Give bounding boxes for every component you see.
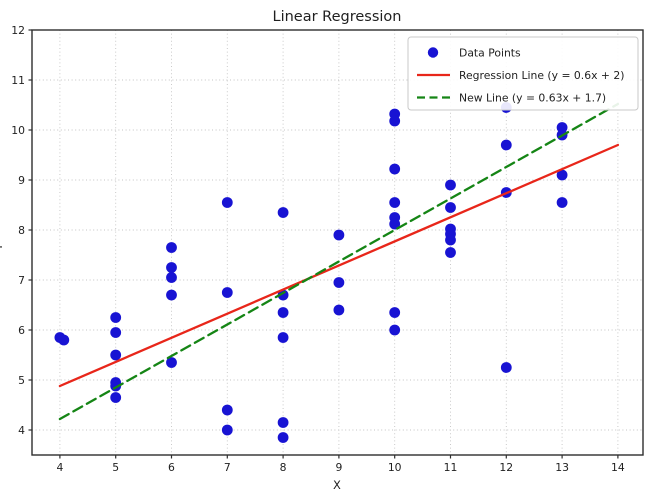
data-point [445,247,456,258]
y-tick-label: 10 [11,124,25,137]
x-tick-label: 9 [335,461,342,474]
data-point [445,234,456,246]
y-tick-label: 6 [18,324,25,337]
y-tick-label: 4 [18,424,25,437]
legend-label: Regression Line (y = 0.6x + 2) [459,69,625,82]
data-point [500,362,512,373]
x-tick-label: 6 [168,461,175,474]
data-point [277,432,289,443]
x-tick-label: 14 [611,461,625,474]
legend: Data Points Regression Line (y = 0.6x + 2… [407,36,639,111]
x-tick-label: 11 [444,461,458,474]
legend-label: New Line (y = 0.63x + 1.7) [459,91,606,104]
data-point [221,424,233,436]
x-axis-label: X [333,478,341,492]
x-tick-label: 7 [224,461,231,474]
data-point [277,417,289,428]
new-line [58,102,620,421]
data-point [389,197,401,208]
x-tick-label: 5 [112,461,119,474]
data-point [277,307,289,318]
axes: 4 5 6 7 8 9 10 11 12 13 14 4 5 6 7 8 9 10 11 12 [11,24,644,474]
data-point [445,179,456,191]
data-point [221,404,233,416]
data-point [166,357,177,368]
data-point [445,202,456,213]
data-point [166,262,177,273]
data-point [556,197,568,208]
y-tick-label: 8 [18,224,25,237]
data-point [166,242,177,253]
chart-title: Linear Regression [273,9,402,25]
x-tick-label: 4 [56,461,63,474]
y-tick-label: 5 [18,374,25,387]
y-axis-label: Y [0,243,5,252]
data-point [389,218,401,230]
data-point [556,169,568,181]
data-point [58,334,70,346]
legend-box [407,36,639,111]
x-tick-label: 13 [555,461,569,474]
data-point [333,229,345,241]
y-tick-label: 9 [18,174,25,187]
data-point [221,287,233,298]
data-point [110,392,122,403]
data-point [500,139,512,151]
y-tick-label: 7 [18,274,25,287]
x-tick-label: 12 [499,461,513,474]
plot-border [31,29,644,456]
data-point [277,289,289,301]
data-point [389,163,401,175]
x-tick-label: 8 [280,461,287,474]
y-tick-label: 11 [11,74,25,87]
data-series [54,102,620,443]
data-point [166,289,177,301]
data-point [110,327,122,338]
data-point [110,312,122,323]
data-point [277,207,289,218]
data-point [221,197,233,208]
regression-line [58,143,620,388]
data-point [333,304,345,316]
data-point [166,272,177,283]
data-point [556,122,568,133]
data-point [110,349,122,361]
y-tick-label: 12 [11,24,25,37]
data-point [389,115,401,127]
legend-label: Data Points [459,46,521,59]
data-point [277,332,289,343]
x-tick-label: 10 [388,461,402,474]
data-point [333,277,345,288]
legend-marker-data-points [427,47,439,58]
data-point [389,307,401,318]
data-point [389,324,401,336]
